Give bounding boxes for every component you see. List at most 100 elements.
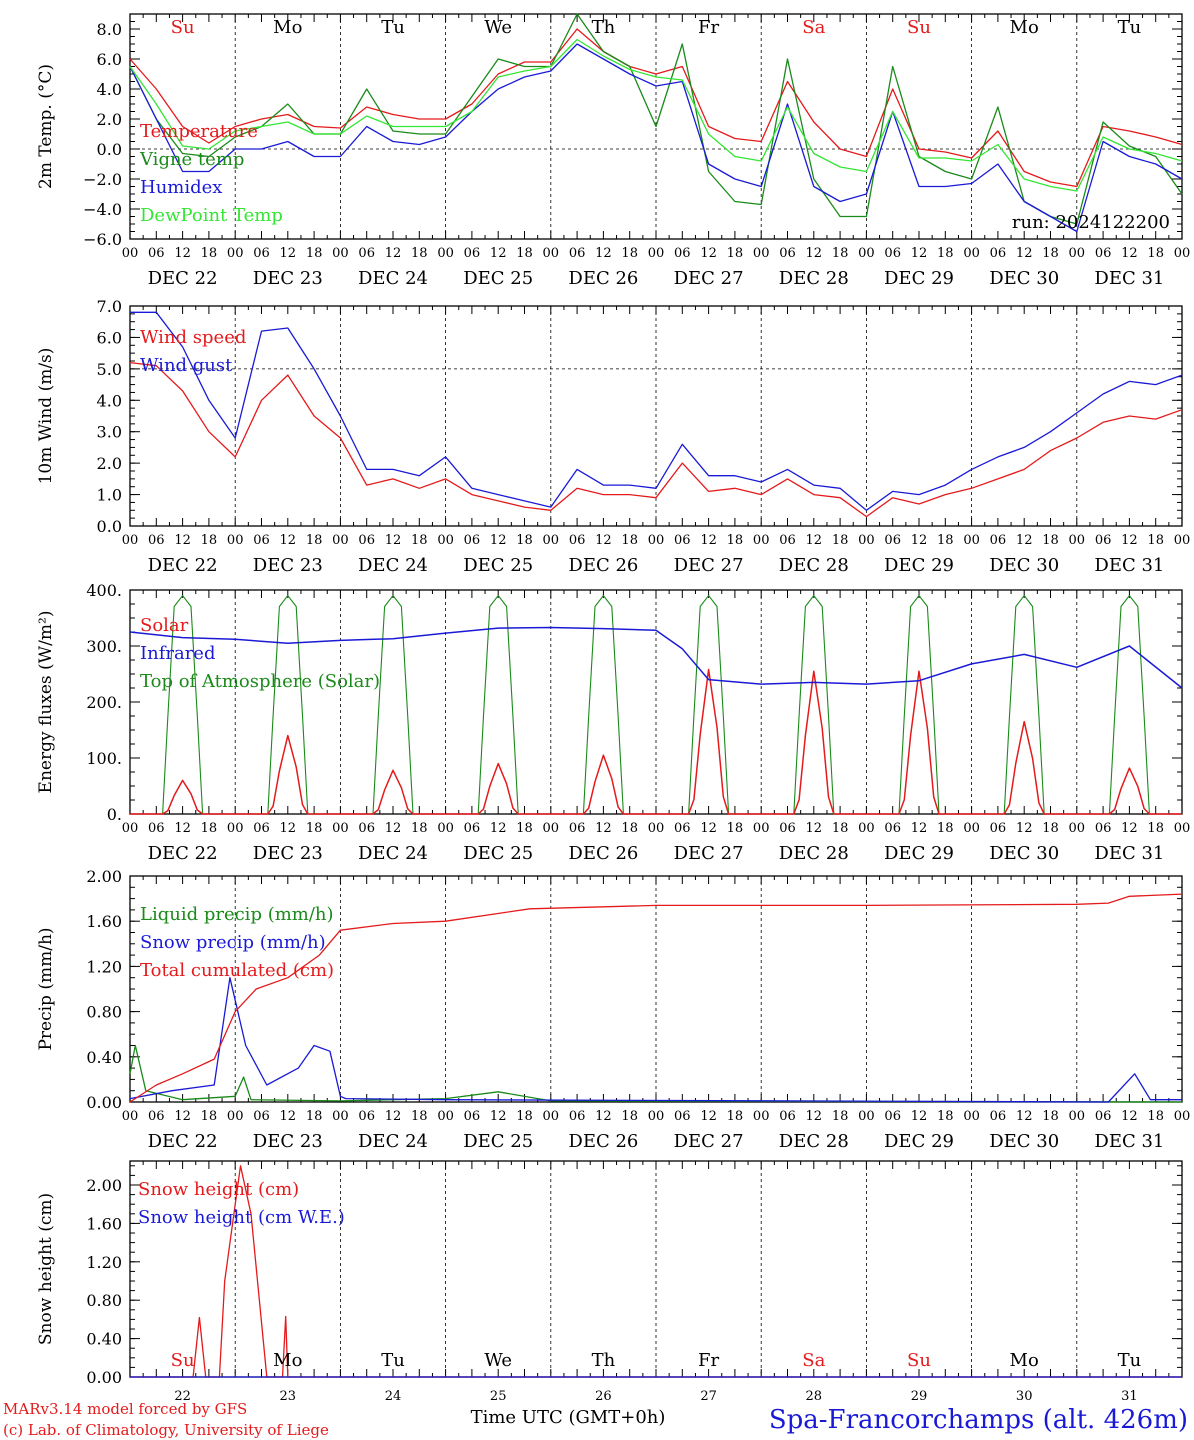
hour-tick-label: 18 (621, 533, 638, 548)
hour-tick-label: 12 (1121, 1109, 1138, 1124)
hour-tick-label: 06 (1095, 821, 1112, 836)
hour-tick-label: 18 (937, 821, 954, 836)
hour-tick-label: 18 (937, 533, 954, 548)
hour-tick-label: 18 (201, 533, 218, 548)
weekday-label: We (484, 1350, 512, 1371)
panel-2: 7.0 6.0 5.0 4.0 3.0 2.0 1.0 0.0 10m Wind (m/s) Wi… (36, 297, 1183, 536)
date-label: DEC 22 (148, 843, 218, 864)
y-tick-label: 1.20 (86, 957, 122, 976)
hour-tick-label: 18 (1042, 1109, 1059, 1124)
hour-tick-label: 06 (148, 1109, 165, 1124)
hour-tick-label: 06 (674, 533, 691, 548)
weekday-label: Th (592, 17, 616, 38)
weekday-label: Mo (273, 1350, 302, 1371)
hour-tick-label: 18 (306, 821, 323, 836)
hour-tick-label: 12 (911, 821, 928, 836)
hour-axis-2: 00 06 12 18 00 06 12 18 00 06 12 18 00 06 12 18 00 06 12 18… (122, 533, 1191, 576)
date-label: DEC 22 (148, 555, 218, 576)
y-tick-label: 8.0 (97, 20, 122, 39)
hour-tick-label: 18 (1042, 533, 1059, 548)
weekday-row-bottom: Su Mo Tu We Th Fr Sa Su Mo Tu (171, 1350, 1142, 1371)
hour-tick-label: 18 (727, 821, 744, 836)
hour-tick-label: 18 (1147, 1109, 1164, 1124)
hour-tick-label: 00 (122, 821, 139, 836)
series-line-1 (129, 977, 1182, 1103)
hour-tick-label: 00 (332, 821, 349, 836)
hour-tick-label: 06 (569, 1109, 586, 1124)
hour-tick-label: 06 (253, 533, 270, 548)
day-number-label: 22 (174, 1389, 191, 1404)
day-number-label: 30 (1016, 1389, 1033, 1404)
footer-lab-credit: (c) Lab. of Climatology, University of L… (3, 1421, 329, 1439)
date-label: DEC 30 (989, 843, 1059, 864)
station-title: Spa-Francorchamps (alt. 426m) (769, 1405, 1188, 1435)
hour-tick-label: 12 (385, 246, 402, 261)
hour-tick-label: 12 (490, 246, 507, 261)
y-tick-label: 400. (86, 581, 122, 600)
weekday-label: Tu (1118, 1350, 1142, 1371)
hour-tick-label: 12 (700, 246, 717, 261)
legend-entry: Solar (140, 615, 189, 636)
weekday-label: Su (907, 17, 931, 38)
hour-tick-label: 12 (174, 533, 191, 548)
y-axis-label: Energy fluxes (W/m²) (36, 611, 56, 794)
legend-entry: Top of Atmosphere (Solar) (140, 671, 380, 692)
hour-tick-label: 18 (516, 246, 533, 261)
hour-tick-label: 12 (385, 821, 402, 836)
hour-tick-label: 06 (464, 1109, 481, 1124)
date-label: DEC 25 (463, 1131, 533, 1152)
x-axis-label: Time UTC (GMT+0h) (471, 1407, 666, 1428)
y-tick-label: 0.40 (86, 1330, 122, 1349)
hour-tick-label: 18 (727, 246, 744, 261)
hour-tick-label: 00 (858, 1109, 875, 1124)
date-label: DEC 24 (358, 268, 428, 289)
hour-tick-label: 06 (358, 246, 375, 261)
hour-tick-label: 00 (332, 533, 349, 548)
hour-tick-label: 18 (306, 246, 323, 261)
date-label: DEC 30 (989, 1131, 1059, 1152)
y-tick-label: 3.0 (97, 423, 122, 442)
y-tick-label: −6.0 (83, 230, 122, 249)
date-label: DEC 23 (253, 555, 323, 576)
y-tick-label: 6.0 (97, 328, 122, 347)
hour-tick-label: 18 (621, 246, 638, 261)
hour-tick-label: 06 (1095, 1109, 1112, 1124)
hour-tick-label: 12 (280, 533, 297, 548)
legend-entry: Total cumulated (cm) (140, 960, 334, 981)
hour-tick-label: 12 (595, 533, 612, 548)
date-label: DEC 31 (1094, 1131, 1164, 1152)
hour-tick-label: 00 (332, 1109, 349, 1124)
date-label: DEC 31 (1094, 843, 1164, 864)
hour-tick-label: 06 (990, 246, 1007, 261)
date-label: DEC 26 (568, 555, 638, 576)
hour-tick-label: 12 (595, 821, 612, 836)
legend-entry: Temperature (140, 121, 258, 142)
hour-tick-label: 18 (516, 1109, 533, 1124)
hour-tick-label: 00 (963, 821, 980, 836)
hour-tick-label: 12 (700, 821, 717, 836)
hour-tick-label: 18 (201, 821, 218, 836)
hour-tick-label: 00 (543, 246, 560, 261)
hour-tick-label: 12 (1016, 246, 1033, 261)
hour-tick-label: 00 (648, 246, 665, 261)
date-label: DEC 28 (779, 555, 849, 576)
hour-tick-label: 18 (937, 246, 954, 261)
date-label: DEC 22 (148, 268, 218, 289)
hour-tick-label: 06 (884, 533, 901, 548)
hour-tick-label: 06 (779, 1109, 796, 1124)
day-number-label: 24 (385, 1389, 402, 1404)
date-label: DEC 27 (674, 268, 744, 289)
hour-tick-label: 06 (674, 1109, 691, 1124)
y-tick-label: 1.60 (86, 912, 122, 931)
date-label: DEC 27 (674, 555, 744, 576)
series-line-2 (129, 43, 1183, 233)
series-line-0 (129, 28, 1183, 188)
hour-tick-label: 00 (963, 1109, 980, 1124)
hour-tick-label: 06 (990, 1109, 1007, 1124)
series-line-3 (129, 38, 1183, 192)
plot-frame (129, 589, 1183, 815)
hour-tick-label: 12 (806, 821, 823, 836)
legend-entry: DewPoint Temp (140, 205, 283, 226)
y-tick-label: 4.0 (97, 80, 122, 99)
y-tick-label: 0.0 (97, 140, 122, 159)
